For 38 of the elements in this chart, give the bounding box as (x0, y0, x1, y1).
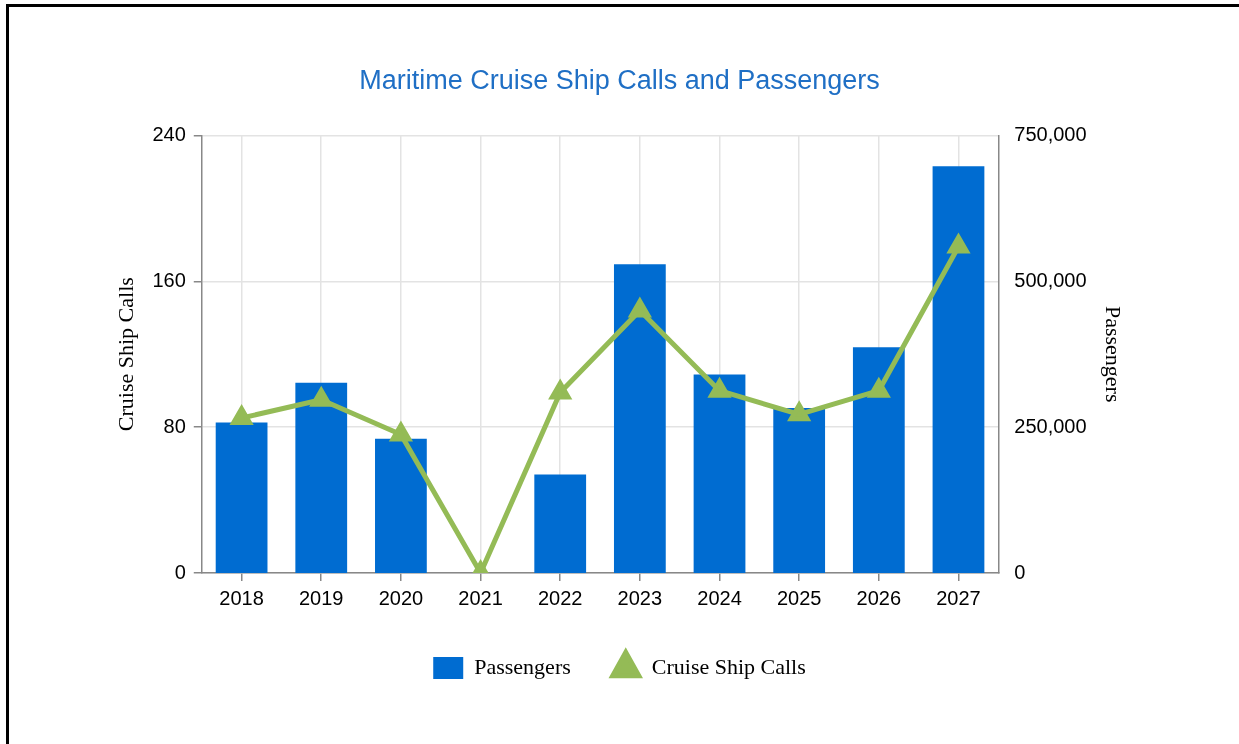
y-tick-label: 160 (152, 268, 186, 291)
bar (693, 374, 746, 573)
x-tick-label: 2023 (617, 586, 663, 609)
x-tick-label: 2021 (458, 586, 503, 609)
bar (295, 382, 348, 573)
point (787, 400, 812, 422)
y2-tick-label: 750,000 (1014, 122, 1087, 145)
point (627, 296, 652, 318)
bar (613, 264, 666, 573)
x-tick-label: 2020 (378, 586, 424, 609)
point (866, 377, 891, 398)
y-axis-title: Cruise Ship Calls (112, 277, 138, 432)
point (548, 378, 573, 400)
legend-label: Cruise Ship Calls (651, 653, 806, 679)
x-tick-label: 2019 (299, 586, 344, 609)
y2-tick-label: 500,000 (1014, 268, 1087, 291)
y-tick-label: 80 (163, 414, 186, 437)
point (388, 420, 413, 442)
bar (932, 166, 985, 573)
x-tick-label: 2026 (856, 586, 902, 609)
y2-tick-label: 250,000 (1014, 414, 1087, 437)
legend-label: Passengers (474, 653, 571, 679)
point (229, 404, 254, 426)
bar (215, 422, 268, 573)
bar (375, 438, 427, 573)
y-tick-label: 240 (152, 122, 186, 145)
bar (773, 407, 826, 573)
y2-tick-label: 0 (1014, 560, 1026, 583)
x-tick-label: 2027 (936, 586, 981, 609)
bar (534, 474, 587, 573)
y2-axis-title: Passengers (1101, 305, 1127, 403)
x-tick-label: 2022 (537, 586, 583, 609)
x-tick-label: 2025 (776, 586, 822, 609)
y-tick-label: 0 (174, 560, 186, 583)
chart-title: Maritime Cruise Ship Calls and Passengers (359, 64, 880, 95)
bar (852, 347, 905, 573)
x-tick-label: 2024 (697, 586, 742, 609)
x-tick-label: 2018 (219, 586, 264, 609)
